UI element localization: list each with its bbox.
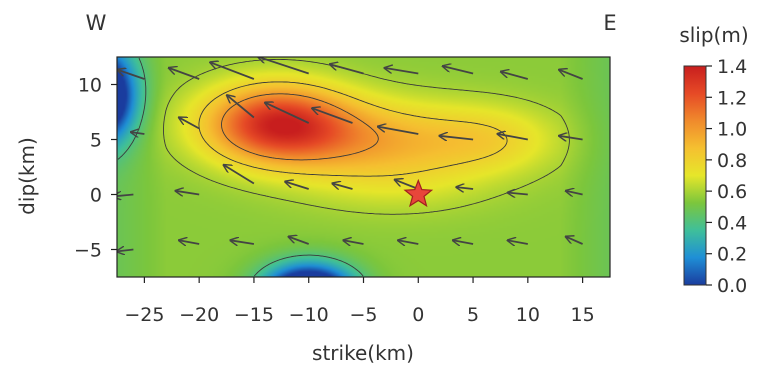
colorbar-tick-label: 0.6 — [717, 181, 747, 203]
slip-vectors — [117, 57, 583, 252]
colorbar-tick-label: 1.4 — [717, 56, 747, 78]
y-tick-label: 10 — [78, 75, 102, 97]
slip-vector-arrow — [498, 134, 528, 141]
slip-vector-arrow — [179, 117, 200, 130]
slip-vector-arrow — [378, 127, 419, 135]
x-tick-label: −25 — [124, 304, 164, 326]
hypocenter-star-icon — [403, 178, 434, 208]
slip-vector-arrow — [289, 237, 310, 245]
x-tick-label: −15 — [234, 304, 274, 326]
x-axis-title: strike(km) — [312, 341, 414, 365]
slip-vector-arrow — [508, 240, 528, 244]
x-tick-label: −10 — [289, 304, 329, 326]
slip-vector-arrow — [508, 193, 528, 195]
plot-area — [116, 56, 611, 278]
slip-contours — [117, 57, 570, 277]
colorbar-tick-label: 1.2 — [717, 87, 747, 109]
colorbar-tick-label: 0.2 — [717, 244, 747, 266]
y-tick-label: −5 — [74, 240, 102, 262]
colorbar-tick-label: 1.0 — [717, 119, 747, 141]
slip-vector-arrow — [439, 136, 474, 140]
slip-vector-arrow — [265, 103, 310, 124]
slip-vector-arrow — [330, 64, 364, 75]
colorbar-gradient — [683, 65, 707, 286]
slip-vector-arrow — [117, 250, 134, 252]
x-tick-label: 5 — [467, 304, 479, 326]
slip-vector-arrow — [285, 182, 309, 190]
colorbar-tick-label: 0.0 — [717, 275, 747, 297]
slip-vector-arrow — [398, 240, 419, 244]
x-tick-label: 0 — [412, 304, 424, 326]
slip-vector-arrow — [230, 240, 255, 244]
y-axis: −5 0 5 10 — [74, 75, 117, 262]
slip-vector-arrow — [443, 66, 474, 75]
contour-line — [221, 93, 379, 161]
slip-heatmap — [117, 57, 610, 277]
y-tick-label: 0 — [90, 185, 102, 207]
slip-vector-arrow — [501, 72, 529, 80]
x-tick-label: −5 — [349, 304, 377, 326]
slip-vector-arrow — [169, 68, 200, 80]
slip-vector-arrow — [559, 70, 583, 80]
slip-vector-arrow — [332, 183, 353, 189]
y-axis-title: dip(km) — [15, 137, 39, 215]
colorbar: slip(m) 0.0 0.2 0.4 0.6 0.8 1.0 1.2 1.4 — [679, 23, 748, 297]
y-tick-label: 5 — [90, 130, 102, 152]
x-tick-label: 10 — [516, 304, 540, 326]
slip-vector-arrow — [343, 240, 364, 244]
colorbar-title: slip(m) — [679, 23, 748, 47]
slip-vector-arrow — [312, 108, 353, 124]
east-label: E — [603, 11, 616, 35]
slip-vector-arrow — [453, 240, 474, 244]
slip-vector-arrow — [179, 240, 200, 244]
slip-vector-arrow — [385, 68, 419, 75]
x-tick-label: −20 — [179, 304, 219, 326]
slip-vector-arrow — [176, 191, 200, 195]
slip-vector-arrow — [395, 180, 419, 190]
colorbar-tick-label: 0.4 — [717, 212, 747, 234]
slip-vector-arrow — [559, 136, 583, 140]
slip-vector-arrow — [117, 70, 145, 80]
colorbar-tick-label: 0.8 — [717, 150, 747, 172]
west-label: W — [86, 11, 107, 35]
slip-vector-arrow — [117, 195, 134, 197]
colorbar-ticks: 0.0 0.2 0.4 0.6 0.8 1.0 1.2 1.4 — [706, 56, 747, 297]
slip-vector-arrow — [258, 57, 309, 75]
slip-vector-arrow — [224, 165, 255, 185]
contour-line — [198, 81, 508, 177]
slip-vector-arrow — [566, 237, 583, 245]
slip-vector-arrow — [227, 95, 255, 119]
slip-vector-arrow — [566, 191, 583, 195]
slip-vector-arrow — [131, 132, 145, 134]
x-tick-label: 15 — [571, 304, 595, 326]
slip-vector-arrow — [210, 62, 255, 80]
x-axis: −25 −20 −15 −10 −5 0 5 10 15 — [124, 277, 595, 326]
slip-vector-arrow — [456, 187, 474, 189]
